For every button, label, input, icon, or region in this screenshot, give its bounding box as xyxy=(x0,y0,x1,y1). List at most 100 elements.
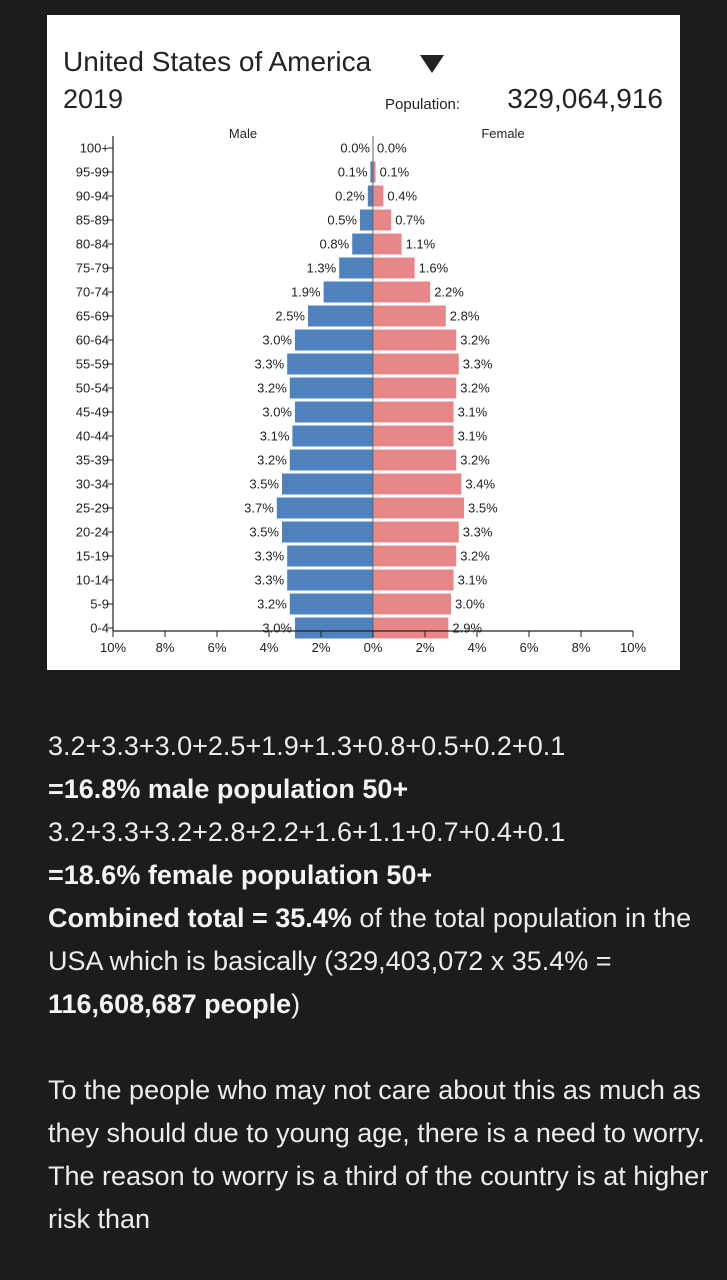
male-value-label: 3.1% xyxy=(260,429,290,444)
x-tick-label: 0% xyxy=(364,640,383,655)
age-label: 75-79 xyxy=(76,261,109,276)
age-label: 60-64 xyxy=(76,333,109,348)
age-label: 35-39 xyxy=(76,453,109,468)
male-value-label: 3.0% xyxy=(262,333,292,348)
people-count: 116,608,687 people xyxy=(48,989,292,1019)
male-value-label: 3.7% xyxy=(244,501,274,516)
age-label: 80-84 xyxy=(76,237,109,252)
combined-rest: of the total population in the USA which… xyxy=(48,903,692,976)
age-label: 30-34 xyxy=(76,477,109,492)
female-value-label: 3.1% xyxy=(458,573,488,588)
female-value-label: 2.9% xyxy=(452,621,482,636)
male-total-line: =16.8% male population 50+ xyxy=(48,774,409,804)
female-value-label: 3.5% xyxy=(468,501,498,516)
female-bar xyxy=(373,233,402,255)
male-sum-line: 3.2+3.3+3.0+2.5+1.9+1.3+0.8+0.5+0.2+0.1 xyxy=(48,731,566,761)
male-value-label: 1.3% xyxy=(307,261,337,276)
male-value-label: 3.5% xyxy=(249,477,279,492)
x-tick-label: 2% xyxy=(312,640,331,655)
x-tick-label: 6% xyxy=(208,640,227,655)
x-tick-label: 10% xyxy=(620,640,646,655)
female-value-label: 3.2% xyxy=(460,549,490,564)
legend-male: Male xyxy=(229,126,257,141)
male-value-label: 2.5% xyxy=(275,309,305,324)
age-label: 90-94 xyxy=(76,189,109,204)
legend-female: Female xyxy=(481,126,524,141)
age-label: 70-74 xyxy=(76,285,109,300)
male-bar xyxy=(295,617,373,639)
x-tick-label: 8% xyxy=(572,640,591,655)
chart-title[interactable]: United States of America xyxy=(63,46,372,77)
female-bar xyxy=(373,617,449,639)
male-value-label: 3.2% xyxy=(257,453,287,468)
age-label: 20-24 xyxy=(76,525,109,540)
female-bar xyxy=(373,569,454,591)
female-bar xyxy=(373,281,431,303)
female-value-label: 0.1% xyxy=(380,165,410,180)
male-bar xyxy=(295,329,373,351)
female-value-label: 0.4% xyxy=(387,189,417,204)
female-bar xyxy=(373,161,376,183)
female-bar xyxy=(373,185,384,207)
male-value-label: 3.3% xyxy=(255,573,285,588)
male-value-label: 3.2% xyxy=(257,381,287,396)
male-value-label: 3.0% xyxy=(262,405,292,420)
pyramid-axes: 10% 8% 6% 4% 2% 0% 2% 4% 6% 8% 10% xyxy=(100,136,646,655)
male-bar xyxy=(282,473,373,495)
female-value-label: 3.1% xyxy=(458,429,488,444)
post-body: 3.2+3.3+3.0+2.5+1.9+1.3+0.8+0.5+0.2+0.1 … xyxy=(48,725,713,1241)
female-value-label: 3.1% xyxy=(458,405,488,420)
female-value-label: 3.3% xyxy=(463,357,493,372)
female-value-label: 0.7% xyxy=(395,213,425,228)
population-label: Population: xyxy=(385,96,460,113)
female-value-label: 0.0% xyxy=(377,141,407,156)
male-bar xyxy=(308,305,373,327)
x-tick-label: 8% xyxy=(156,640,175,655)
male-bar xyxy=(287,545,373,567)
female-value-label: 3.4% xyxy=(465,477,495,492)
female-bar xyxy=(373,401,454,423)
male-value-label: 3.0% xyxy=(262,621,292,636)
age-label: 55-59 xyxy=(76,357,109,372)
x-tick-label: 4% xyxy=(260,640,279,655)
age-label: 50-54 xyxy=(76,381,109,396)
age-label: 95-99 xyxy=(76,165,109,180)
age-label: 25-29 xyxy=(76,501,109,516)
female-bar xyxy=(373,329,457,351)
female-bar xyxy=(373,257,415,279)
male-value-label: 0.0% xyxy=(340,141,370,156)
male-value-label: 0.5% xyxy=(327,213,357,228)
x-tick-label: 10% xyxy=(100,640,126,655)
population-pyramid-chart: United States of America 2019 Population… xyxy=(63,46,663,655)
population-pyramid-card: United States of America 2019 Population… xyxy=(47,15,680,670)
female-bar xyxy=(373,425,454,447)
male-bar xyxy=(367,185,373,207)
female-total-line: =18.6% female population 50+ xyxy=(48,860,433,890)
female-bar xyxy=(373,449,457,471)
female-value-label: 3.2% xyxy=(460,333,490,348)
chart-year[interactable]: 2019 xyxy=(63,84,123,114)
female-value-label: 1.6% xyxy=(419,261,449,276)
male-bar xyxy=(370,161,373,183)
age-label: 15-19 xyxy=(76,549,109,564)
female-bar xyxy=(373,209,392,231)
male-bar xyxy=(289,377,373,399)
female-value-label: 3.3% xyxy=(463,525,493,540)
age-label: 40-44 xyxy=(76,429,109,444)
age-label: 85-89 xyxy=(76,213,109,228)
female-value-label: 3.0% xyxy=(455,597,485,612)
female-bar xyxy=(373,593,451,615)
age-label: 45-49 xyxy=(76,405,109,420)
age-label: 0-4 xyxy=(90,621,109,636)
female-bar xyxy=(373,497,464,519)
male-value-label: 3.3% xyxy=(255,549,285,564)
male-bar xyxy=(292,425,373,447)
caret-down-icon[interactable] xyxy=(420,55,444,73)
female-value-label: 3.2% xyxy=(460,381,490,396)
population-value: 329,064,916 xyxy=(507,83,663,114)
age-label: 5-9 xyxy=(90,597,109,612)
female-value-label: 2.8% xyxy=(450,309,480,324)
male-bar xyxy=(360,209,373,231)
male-bar xyxy=(339,257,373,279)
male-bar xyxy=(287,353,373,375)
